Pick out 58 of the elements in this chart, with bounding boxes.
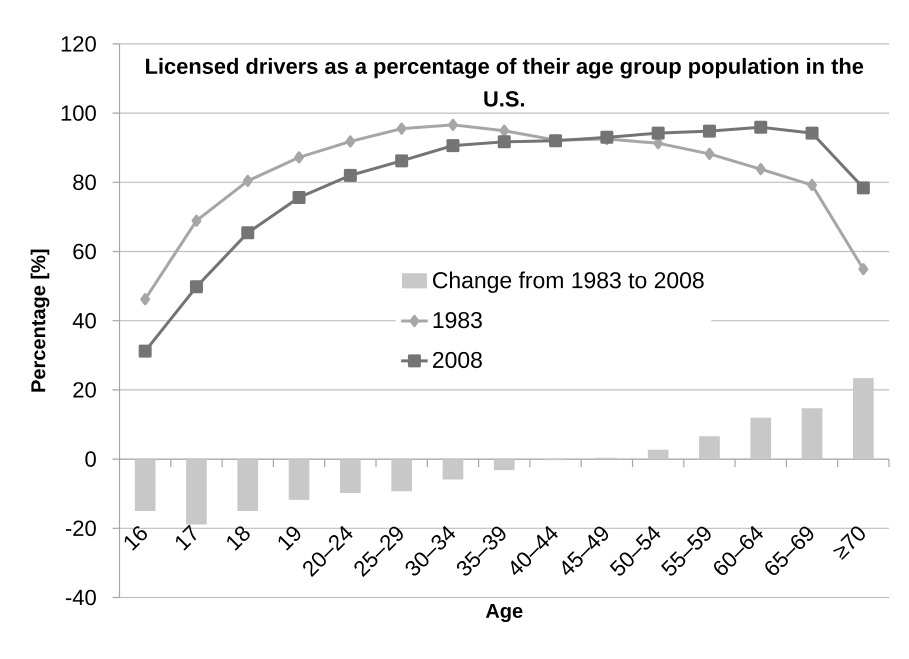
point (754, 120, 768, 134)
point (292, 191, 306, 204)
point (499, 124, 510, 137)
point (446, 139, 460, 152)
point (704, 148, 714, 160)
bar (186, 459, 207, 524)
point (241, 226, 254, 240)
legend-label: Change from 1983 to 2008 (433, 272, 704, 293)
point (396, 122, 407, 135)
bar (648, 450, 668, 460)
point (138, 344, 152, 358)
y-tick-label: 20 (73, 382, 96, 398)
y-tick-label: -20 (66, 520, 96, 536)
x-tick-label: 19 (278, 526, 300, 551)
point (756, 163, 766, 176)
bar (494, 459, 515, 470)
point (190, 280, 203, 294)
point (652, 126, 665, 140)
legend-label: 2008 (433, 352, 482, 368)
y-tick-label: 0 (85, 451, 96, 467)
point (858, 263, 868, 276)
point (856, 181, 870, 194)
y-tick-label: 100 (62, 105, 96, 121)
x-tick-label: ≥70 (832, 526, 865, 560)
x-tick-label: 17 (176, 524, 196, 551)
bar (391, 459, 412, 492)
bar (340, 459, 361, 493)
y-tick-label: 60 (73, 244, 96, 260)
point (448, 118, 458, 131)
point (806, 126, 819, 140)
point (344, 168, 357, 182)
point (192, 214, 202, 227)
x-tick-label: 16 (124, 526, 147, 551)
bar (750, 418, 772, 460)
y-axis-title: Percentage [%] (30, 250, 50, 392)
point (807, 178, 817, 192)
x-tick-label: 18 (227, 526, 250, 551)
bar (802, 408, 822, 460)
point (242, 174, 253, 188)
y-tick-label: 120 (62, 36, 96, 52)
bar (237, 459, 258, 511)
y-tick-label: 80 (73, 174, 96, 190)
bar (442, 459, 464, 480)
point (395, 154, 408, 168)
point (702, 124, 716, 138)
point (498, 135, 511, 148)
point (345, 135, 356, 148)
legend-label: 1983 (434, 312, 482, 328)
x-axis-title: Age (486, 604, 522, 622)
bar (853, 378, 874, 460)
bar (134, 459, 156, 511)
point (140, 293, 150, 306)
bar (699, 436, 720, 460)
point (294, 151, 304, 164)
text: Licensed drivers as a percentage of their age group population in the U.S. (146, 58, 864, 107)
bar (288, 459, 310, 500)
y-tick-label: 40 (72, 312, 96, 328)
y-tick-label: -40 (66, 590, 96, 606)
